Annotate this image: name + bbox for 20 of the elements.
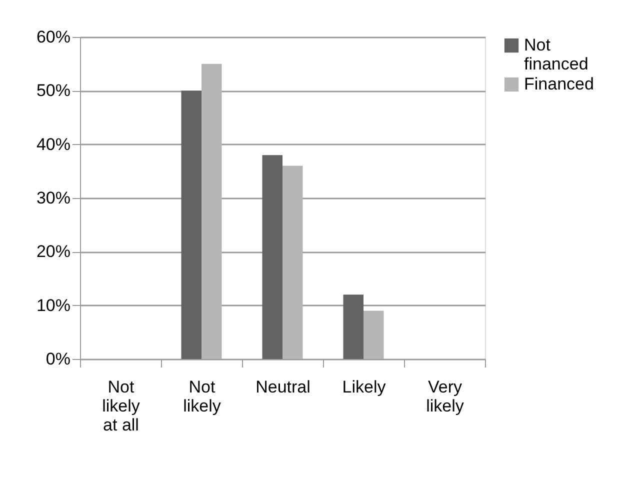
bar bbox=[202, 64, 222, 359]
bar bbox=[282, 166, 303, 359]
y-tick-label: 40% bbox=[36, 134, 70, 154]
x-tick-label: Very likely bbox=[426, 378, 464, 416]
x-tick-label: Not likely bbox=[183, 378, 222, 416]
x-tick-label: Not likely at all bbox=[102, 378, 140, 434]
y-tick-label: 50% bbox=[36, 81, 70, 100]
y-tick-label: 10% bbox=[36, 296, 70, 315]
x-tick-label: Likely bbox=[342, 378, 386, 396]
bar bbox=[181, 90, 202, 359]
legend-label: Financed bbox=[524, 74, 594, 94]
x-tick-label: Neutral bbox=[256, 378, 310, 396]
y-tick-label: 30% bbox=[36, 188, 70, 208]
bar bbox=[262, 155, 282, 359]
legend-label: Not financed bbox=[524, 36, 588, 74]
bar bbox=[343, 294, 364, 359]
bar bbox=[364, 310, 384, 359]
y-tick-label: 0% bbox=[46, 350, 70, 368]
y-tick-label: 60% bbox=[36, 28, 70, 46]
y-tick-label: 20% bbox=[36, 242, 70, 262]
